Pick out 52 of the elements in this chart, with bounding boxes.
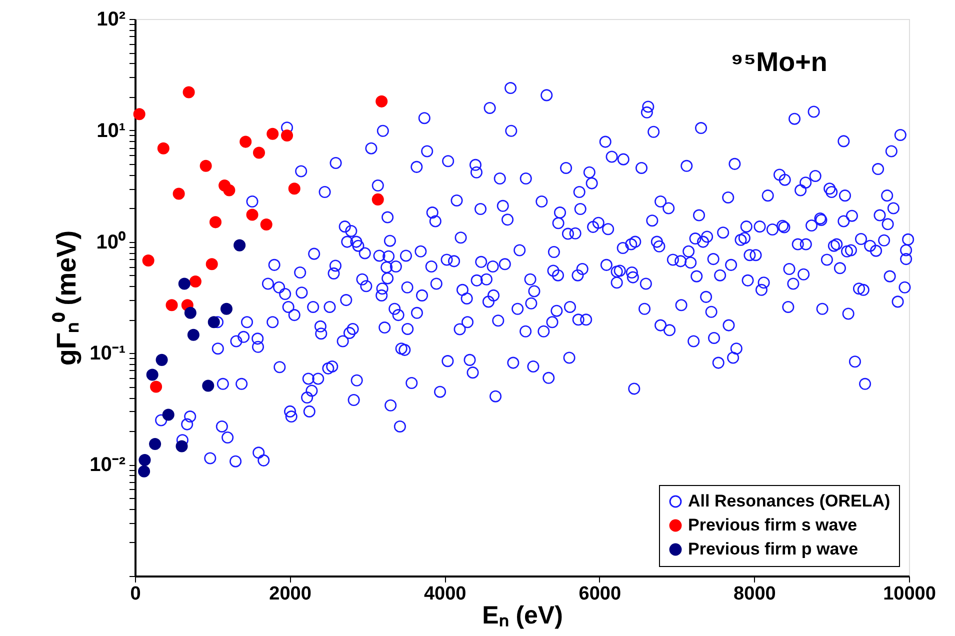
x-tick-label: 4000 bbox=[424, 584, 466, 604]
point bbox=[252, 146, 266, 159]
y-tick-label: 10⁰ bbox=[96, 230, 126, 254]
point bbox=[162, 408, 174, 421]
x-tick-label: 2000 bbox=[269, 584, 312, 604]
x-tick-label: 10000 bbox=[883, 584, 936, 604]
y-tick-label: 10⁻¹ bbox=[90, 342, 126, 365]
point bbox=[189, 276, 202, 288]
point bbox=[150, 380, 162, 393]
x-axis-title: Eₙ (eV) bbox=[482, 602, 563, 630]
point bbox=[182, 86, 195, 98]
point bbox=[138, 454, 151, 466]
point bbox=[184, 306, 196, 319]
point bbox=[220, 302, 232, 315]
legend-label: Previous firm p wave bbox=[688, 540, 858, 558]
point bbox=[234, 239, 246, 252]
point bbox=[157, 142, 170, 154]
y-tick-label: 10² bbox=[96, 8, 126, 30]
point bbox=[209, 216, 222, 228]
point bbox=[142, 254, 154, 266]
x-tick-label: 8000 bbox=[734, 584, 776, 604]
point bbox=[178, 278, 190, 290]
legend-label: Previous firm s wave bbox=[688, 516, 858, 534]
point bbox=[172, 188, 185, 200]
point bbox=[146, 368, 158, 381]
point bbox=[202, 380, 214, 392]
point bbox=[187, 328, 200, 341]
point bbox=[208, 316, 220, 328]
point bbox=[376, 95, 388, 108]
point bbox=[240, 136, 252, 148]
annotation: ⁹⁵Mo+n bbox=[730, 47, 828, 77]
point bbox=[246, 208, 258, 221]
point bbox=[281, 129, 294, 142]
point bbox=[166, 299, 178, 312]
point bbox=[206, 258, 218, 270]
point bbox=[156, 354, 168, 366]
point bbox=[133, 108, 146, 120]
point bbox=[200, 160, 212, 172]
point bbox=[176, 440, 188, 452]
point bbox=[372, 193, 384, 206]
point bbox=[266, 128, 279, 140]
x-tick-label: 0 bbox=[130, 584, 141, 604]
y-tick-label: 10¹ bbox=[96, 120, 126, 142]
point bbox=[138, 465, 150, 478]
y-tick-label: 10⁻² bbox=[90, 454, 126, 476]
point bbox=[149, 438, 162, 450]
legend-label: All Resonances (ORELA) bbox=[688, 492, 890, 510]
y-axis-title: gΓₙ⁰ (meV) bbox=[52, 230, 82, 366]
point bbox=[223, 184, 236, 196]
point bbox=[288, 182, 300, 195]
point bbox=[260, 218, 272, 230]
x-tick-label: 6000 bbox=[578, 584, 622, 604]
